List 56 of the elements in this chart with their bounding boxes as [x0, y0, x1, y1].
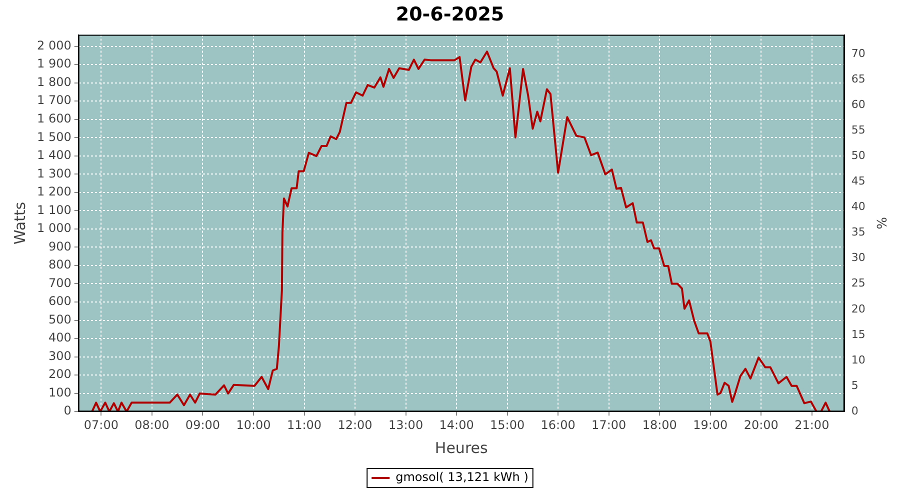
y2-tick-label: 55 [851, 123, 866, 136]
x-tick-label: 11:00 [286, 418, 322, 432]
x-tick-label: 10:00 [236, 418, 271, 432]
y-tick-label: 1 900 [36, 56, 72, 71]
y-tick-label: 1 100 [36, 202, 72, 217]
y-tick-label: 1 000 [36, 221, 72, 236]
x-axis-title: Heures [434, 438, 488, 457]
x-tick-label: 07:00 [84, 418, 118, 432]
y2-tick-label: 30 [851, 251, 866, 264]
y-tick-label: 0 [64, 404, 72, 418]
y-tick-label: 400 [48, 330, 72, 345]
y-tick-label: 200 [48, 367, 72, 382]
y-tick-label: 2 000 [36, 38, 72, 52]
x-tick-label: 17:00 [592, 418, 626, 432]
x-tick-label: 13:00 [388, 418, 424, 432]
x-tick-label: 12:00 [338, 418, 372, 432]
y-tick-label: 600 [48, 294, 72, 308]
y-tick-label: 800 [48, 258, 72, 272]
y2-tick-label: 15 [851, 328, 866, 341]
y2-tick-label: 60 [851, 98, 866, 111]
x-tick-label: 09:00 [185, 418, 220, 432]
y2-tick-label: 5 [851, 378, 858, 392]
y2-tick-label: 10 [851, 353, 866, 366]
y2-tick-label: 45 [851, 174, 866, 188]
y-tick-label: 500 [48, 312, 72, 326]
chart-title: 20-6-2025 [396, 3, 504, 26]
y2-tick-label: 20 [851, 302, 866, 316]
x-tick-label: 19:00 [693, 418, 728, 432]
y2-tick-label: 50 [851, 149, 866, 162]
y-tick-label: 1 200 [36, 184, 72, 199]
legend-label: gmosol( 13,121 kWh ) [396, 470, 528, 484]
y-tick-label: 1 500 [36, 130, 72, 144]
x-tick-label: 14:00 [439, 418, 474, 432]
x-tick-label: 21:00 [794, 418, 830, 432]
y-tick-label: 1 400 [36, 148, 72, 162]
y-tick-label: 900 [48, 239, 72, 254]
y2-tick-label: 25 [851, 276, 866, 290]
y2-tick-label: 0 [851, 404, 858, 418]
x-tick-label: 08:00 [134, 418, 170, 432]
x-tick-label: 16:00 [540, 418, 576, 432]
y-tick-label: 300 [48, 348, 72, 363]
x-tick-label: 15:00 [490, 418, 525, 432]
y-tick-label: 700 [48, 276, 72, 290]
y-tick-label: 1 800 [36, 74, 72, 89]
y-tick-label: 1 600 [36, 111, 72, 126]
y-tick-label: 100 [48, 385, 72, 400]
y2-tick-label: 40 [851, 200, 866, 214]
y2-axis-title: % [872, 217, 888, 230]
y2-tick-label: 35 [851, 226, 866, 239]
y-tick-label: 1 300 [36, 166, 72, 180]
y2-tick-label: 65 [851, 72, 866, 86]
x-tick-label: 20:00 [744, 418, 778, 432]
y2-tick-label: 70 [851, 46, 866, 60]
y-axis-title: Watts [10, 202, 29, 245]
x-tick-label: 18:00 [642, 418, 677, 432]
y-tick-label: 1 700 [36, 93, 72, 108]
